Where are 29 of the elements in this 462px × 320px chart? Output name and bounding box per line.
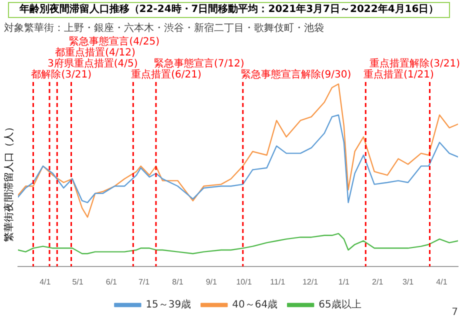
legend-label: 65歳以上: [318, 298, 362, 311]
ref-line-label: 緊急事態宣言(4/25): [69, 36, 160, 48]
ref-line-label: 都解除(3/21): [31, 68, 92, 81]
x-tick-label: 8/1: [172, 277, 184, 286]
y-axis-title: 繁華街夜間滞留人口（人）: [2, 121, 16, 244]
text: 対象繁華街：上野・銀座・六本木・渋谷・新宿二丁目・歌舞伎町・池袋: [4, 22, 324, 35]
legend-label: 40～64歳: [232, 298, 278, 311]
x-tick-label: 1/1: [338, 277, 350, 286]
x-tick-label: 11/1: [270, 277, 286, 286]
x-tick-label: 12/1: [302, 277, 319, 286]
chart-title: 年齢別夜間滞留人口推移（22-24時・7日間移動平均：2021年3月7日～2022年4月16日）: [8, 2, 450, 18]
text: 7: [452, 307, 458, 318]
x-tick-label: 6/1: [106, 277, 118, 286]
ref-line-label: 3府県重点措置(4/5): [48, 58, 138, 70]
legend-label: 15～39歳: [146, 298, 192, 311]
ref-line-label: 重点措置解除(3/21): [370, 58, 460, 70]
x-tick-label: 4/1: [436, 277, 448, 286]
ref-line-label: 重点措置(1/21): [364, 68, 434, 81]
ref-line-label: 緊急事態宣言解除(9/30): [240, 68, 352, 81]
ref-line-label: 都重点措置(4/12): [55, 46, 136, 59]
x-tick-label: 5/1: [72, 277, 84, 286]
x-tick-label: 2/1: [372, 277, 384, 286]
x-tick-label: 3/1: [402, 277, 414, 286]
x-tick-label: 9/1: [206, 277, 218, 286]
x-tick-label: 7/1: [138, 277, 150, 286]
x-tick-label: 10/1: [236, 277, 252, 286]
x-tick-label: 4/1: [40, 277, 52, 286]
ref-line-label: 緊急事態宣言(7/12): [154, 58, 244, 70]
ref-line-label: 重点措置(6/21): [131, 68, 202, 81]
